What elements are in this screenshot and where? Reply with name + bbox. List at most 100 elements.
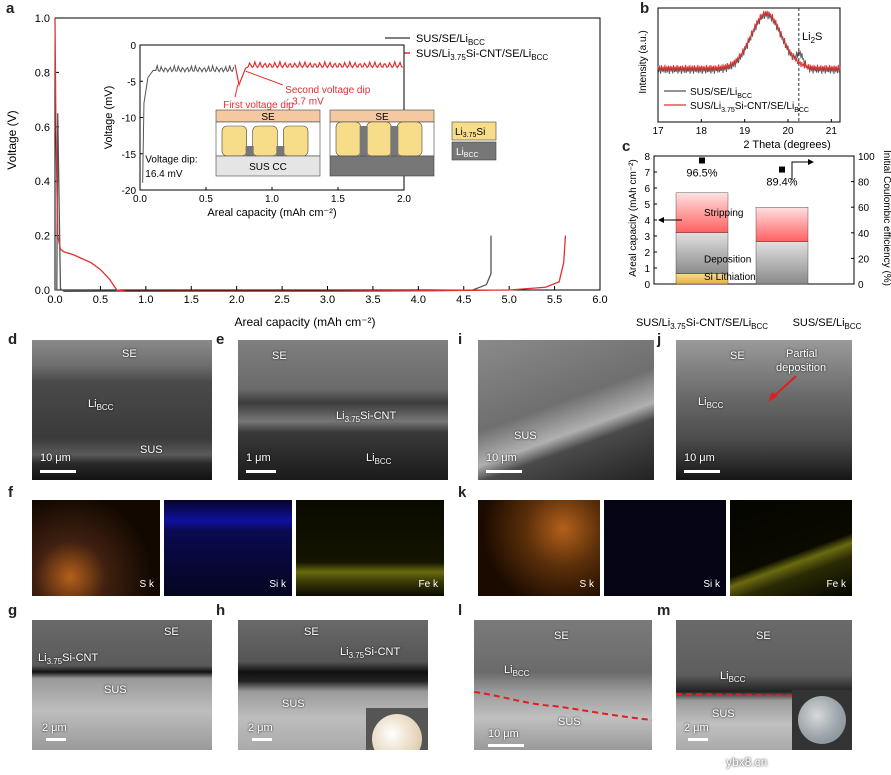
- chart-c-bar-0-1: [675, 232, 729, 274]
- inset-series-sus: [142, 63, 235, 183]
- chart-b-xtick-label: 19: [739, 126, 751, 137]
- inset-ytick-label: 0: [130, 41, 136, 52]
- chart-a-ytick-label: 0.4: [35, 176, 50, 188]
- schematic-legend-si: Li3.75Si: [455, 127, 485, 139]
- schematic-second: SE: [329, 109, 435, 177]
- chart-a-xtick-label: 1.0: [138, 294, 153, 306]
- chart-c-ytick-label-right: 60: [858, 203, 870, 214]
- chart-a-ytick-label: 1.0: [35, 13, 50, 25]
- inset-xlabel: Areal capacity (mAh cm⁻²): [207, 207, 336, 219]
- eds-map-f-fe: Fe k: [296, 500, 444, 596]
- partial-deposition-arrow-icon: [768, 375, 797, 402]
- chart-a-xlabel: Areal capacity (mAh cm⁻²): [234, 315, 375, 329]
- sem-m-se: SE: [756, 630, 771, 642]
- chart-c-ytick-label-right: 20: [858, 254, 870, 265]
- sem-image-e: SE Li3.75Si-CNT LiBCC 1 μm: [238, 340, 448, 480]
- chart-c-ice-label-0: 96.5%: [686, 167, 717, 179]
- chart-c-seg-label-2: Si Lithiation: [704, 272, 756, 283]
- sem-image-d: SE LiBCC SUS 10 μm: [32, 340, 212, 480]
- eds-map-k-s: S k: [478, 500, 600, 596]
- chart-c-ytick-label-left: 1: [644, 264, 650, 275]
- inset-arrow-first: [234, 84, 239, 98]
- scale-bar-j: [684, 470, 720, 473]
- chart-a-axes: 0.0 0.5 1.0 1.5 2.0 2.5 3.0 3.5 4.0 4.5 5.0 5.5 6.0 0…: [35, 13, 608, 306]
- watermark: ybx8.cn: [726, 755, 768, 769]
- schematic-legend-si-swatch: [451, 121, 497, 141]
- chart-a-series-1: [54, 17, 567, 293]
- sem-e-se: SE: [272, 350, 287, 362]
- chart-c-ice-marker-0: [699, 157, 705, 164]
- schematic-legend-libcc-swatch: [451, 141, 497, 161]
- sem-j-se: SE: [730, 350, 745, 362]
- sem-g-se: SE: [164, 626, 179, 638]
- eds-k-si-label: Si k: [703, 579, 720, 590]
- chart-b-ylabel: Intensity (a.u.): [638, 30, 649, 93]
- sem-e-li: LiBCC: [366, 452, 392, 467]
- sem-i-scale: 10 μm: [486, 452, 517, 464]
- eds-map-f-si: Si k: [164, 500, 292, 596]
- schematic-si-column: [283, 125, 309, 157]
- chart-a-xtick-label: 5.0: [502, 294, 517, 306]
- chart-c-bar-1-2: [755, 206, 809, 242]
- chart-c-cat-2: SUS/SE/LiBCC: [793, 317, 862, 331]
- chart-c-ice-label-1: 89.4%: [766, 177, 797, 189]
- sem-j-li: LiBCC: [698, 396, 724, 411]
- scale-bar-g: [46, 738, 66, 741]
- scale-bar-l: [488, 744, 524, 747]
- chart-c-ytick-label-right: 100: [858, 152, 875, 163]
- chart-b-frame: [657, 7, 841, 123]
- sem-h-sus: SUS: [282, 698, 305, 710]
- sem-e-si: Li3.75Si-CNT: [336, 410, 397, 425]
- schematic-first: SE SUS CC: [215, 109, 321, 177]
- panel-label-l: l: [458, 602, 463, 619]
- chart-b-peak-label: Li2S: [802, 31, 822, 45]
- schematic-se-label: SE: [375, 112, 389, 123]
- chart-a-xtick-label: 6.0: [592, 294, 607, 306]
- chart-c-plot: 01234567802040608010096.5%89.4%Stripping…: [644, 152, 875, 291]
- schematic-si-column: [366, 121, 392, 157]
- chart-c-ice-marker-1: [779, 166, 785, 173]
- chart-c: 01234567802040608010096.5%89.4%Stripping…: [628, 150, 891, 331]
- chart-a-xtick-label: 3.0: [320, 294, 335, 306]
- panel-label-k: k: [458, 484, 467, 501]
- chart-c-ytick-label-left: 3: [644, 232, 650, 243]
- sem-image-h: SE Li3.75Si-CNT SUS 2 μm: [238, 620, 428, 750]
- sample-photo-h: [366, 708, 428, 750]
- chart-c-ytick-label-left: 7: [644, 168, 650, 179]
- sem-g-scale: 2 μm: [42, 722, 67, 734]
- chart-a-xtick-label: 2.5: [274, 294, 289, 306]
- eds-map-k-si: Si k: [604, 500, 726, 596]
- sem-l-scale: 10 μm: [488, 728, 519, 740]
- chart-c-ytick-label-right: 40: [858, 229, 870, 240]
- inset-xtick-label: 0.0: [133, 194, 147, 205]
- panel-label-f: f: [8, 484, 13, 501]
- sample-photo-m: [792, 690, 852, 750]
- chart-c-ytick-label-right: 0: [858, 280, 864, 291]
- panel-label-b: b: [640, 0, 650, 17]
- schematic-bottom: [215, 155, 321, 177]
- sem-j-partial2: deposition: [776, 362, 827, 374]
- schematic-li-fill: [245, 146, 254, 156]
- sem-l-sus: SUS: [558, 716, 581, 728]
- sem-image-i: SUS 10 μm: [478, 340, 654, 480]
- chart-c-left-arrowhead: [658, 217, 664, 223]
- schematic-si-column: [221, 125, 247, 157]
- schematic-sus-label: SUS CC: [249, 162, 287, 173]
- electrode-disc-icon: [798, 696, 846, 744]
- chart-c-right-arrow-icon: [791, 161, 810, 180]
- inset-annot-second: Second voltage dip: [285, 85, 371, 96]
- chart-a-ytick-label: 0.0: [35, 285, 50, 297]
- sem-g-sus: SUS: [104, 684, 127, 696]
- chart-c-ytick-label-left: 8: [644, 152, 650, 163]
- sem-m-scale: 2 μm: [684, 722, 709, 734]
- chart-c-ytick-label-left: 5: [644, 200, 650, 211]
- eds-k-s-label: S k: [579, 579, 594, 590]
- scale-bar-e: [246, 470, 276, 473]
- chart-a-xtick-label: 4.5: [456, 294, 471, 306]
- scale-bar-i: [486, 470, 522, 473]
- schematic-li-fill: [276, 146, 285, 156]
- chart-b-legend-sus: SUS/SE/LiBCC: [690, 87, 752, 100]
- chart-a-xtick-label: 5.5: [547, 294, 562, 306]
- panel-label-a: a: [6, 0, 15, 17]
- chart-a-xtick-label: 1.5: [184, 294, 199, 306]
